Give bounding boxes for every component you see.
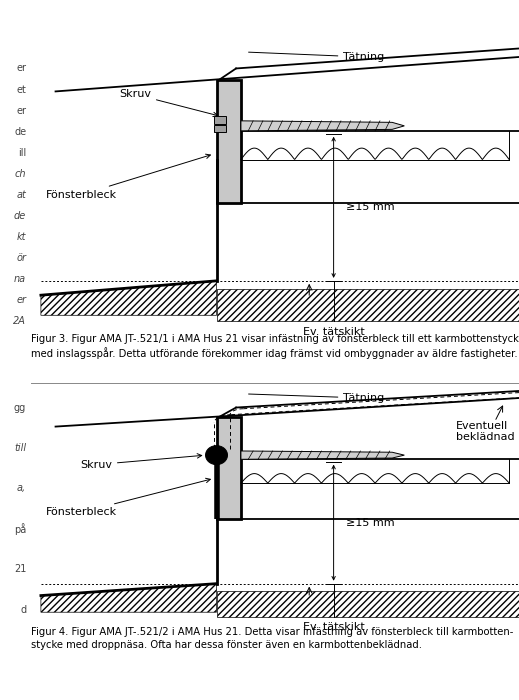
Text: Skruv: Skruv bbox=[80, 454, 202, 470]
Bar bbox=[214, 116, 226, 125]
Bar bbox=[214, 125, 226, 132]
Text: er: er bbox=[16, 64, 26, 74]
Text: ch: ch bbox=[15, 169, 26, 178]
Polygon shape bbox=[241, 451, 404, 459]
Polygon shape bbox=[216, 80, 241, 203]
Text: de: de bbox=[14, 211, 26, 220]
Text: Tätning: Tätning bbox=[249, 393, 385, 403]
Text: 21: 21 bbox=[14, 564, 26, 575]
Text: ill: ill bbox=[18, 148, 26, 158]
Text: till: till bbox=[14, 443, 26, 453]
Text: kt: kt bbox=[17, 232, 26, 242]
Text: Fönsterbleck: Fönsterbleck bbox=[46, 478, 210, 517]
Text: Ev. tätskikt: Ev. tätskikt bbox=[303, 622, 364, 631]
Ellipse shape bbox=[206, 446, 227, 465]
Text: 2A: 2A bbox=[13, 316, 26, 326]
Polygon shape bbox=[216, 417, 241, 519]
Text: gg: gg bbox=[14, 402, 26, 412]
Text: ör: ör bbox=[16, 253, 26, 263]
Text: d: d bbox=[20, 605, 26, 615]
Text: a,: a, bbox=[17, 484, 26, 494]
Text: Figur 4. Figur AMA JT-.521/2 i AMA Hus 21. Detta visar infästning av fönsterblec: Figur 4. Figur AMA JT-.521/2 i AMA Hus 2… bbox=[31, 627, 513, 650]
Text: Tätning: Tätning bbox=[249, 52, 385, 62]
Text: Ev. tätskikt: Ev. tätskikt bbox=[303, 327, 364, 337]
Text: de: de bbox=[14, 127, 26, 136]
Text: ≥15 mm: ≥15 mm bbox=[346, 518, 394, 528]
Text: Eventuell
beklädnad: Eventuell beklädnad bbox=[456, 421, 514, 442]
Text: at: at bbox=[16, 190, 26, 200]
Polygon shape bbox=[241, 121, 404, 131]
Text: Fönsterbleck: Fönsterbleck bbox=[46, 154, 210, 199]
Text: ≥15 mm: ≥15 mm bbox=[346, 202, 394, 212]
Text: na: na bbox=[14, 274, 26, 284]
Text: Skruv: Skruv bbox=[119, 90, 217, 117]
Text: Figur 3. Figur AMA JT-.521/1 i AMA Hus 21 visar infästning av fönsterbleck till : Figur 3. Figur AMA JT-.521/1 i AMA Hus 2… bbox=[31, 334, 519, 359]
Text: på: på bbox=[14, 523, 26, 535]
Text: et: et bbox=[16, 85, 26, 95]
Text: er: er bbox=[16, 295, 26, 305]
Text: er: er bbox=[16, 106, 26, 116]
